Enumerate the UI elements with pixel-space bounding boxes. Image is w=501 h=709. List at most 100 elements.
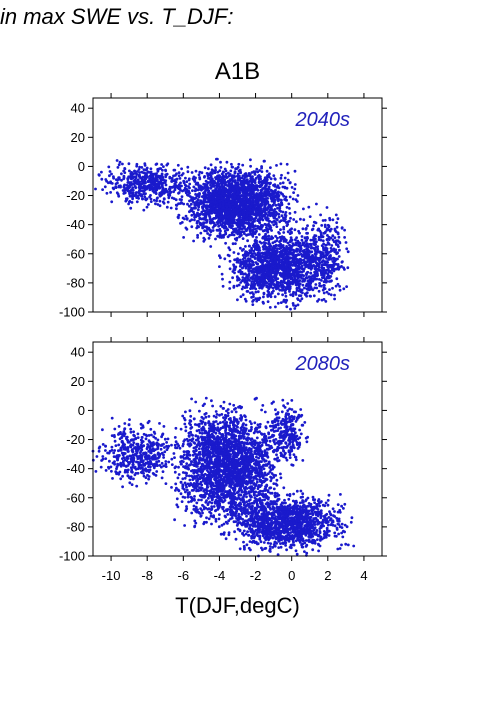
data-point <box>129 477 133 480</box>
data-point <box>142 432 146 436</box>
data-point <box>321 235 325 239</box>
data-point <box>139 176 143 180</box>
data-point <box>267 282 271 286</box>
data-point <box>305 242 309 246</box>
data-point <box>288 195 292 199</box>
data-point <box>293 255 297 259</box>
data-point <box>279 176 283 180</box>
data-point <box>284 195 288 199</box>
data-point <box>193 495 196 498</box>
data-point <box>307 275 311 278</box>
data-point <box>196 208 200 212</box>
data-point <box>226 228 230 232</box>
data-point <box>322 286 326 290</box>
data-point <box>260 188 263 192</box>
data-point <box>274 264 277 268</box>
data-point <box>232 284 236 288</box>
data-point <box>302 207 305 211</box>
data-point <box>254 209 258 213</box>
data-point <box>149 460 153 464</box>
data-point <box>278 206 282 210</box>
data-point <box>207 226 211 230</box>
data-point <box>175 207 178 211</box>
data-point <box>163 437 167 441</box>
data-point <box>151 175 155 179</box>
data-point <box>273 177 277 181</box>
data-point <box>140 166 144 169</box>
data-point <box>312 294 316 298</box>
data-point <box>179 181 182 185</box>
data-point <box>134 193 138 197</box>
data-point <box>214 200 217 204</box>
data-point <box>266 214 270 217</box>
data-point <box>202 194 205 198</box>
data-point <box>214 166 217 170</box>
data-point <box>200 188 203 192</box>
data-point <box>264 183 268 186</box>
data-point <box>188 191 191 195</box>
data-point <box>268 243 272 246</box>
data-point <box>251 300 255 303</box>
data-point <box>217 213 220 217</box>
data-point <box>269 181 272 185</box>
data-point <box>307 280 311 284</box>
data-point <box>265 169 269 173</box>
data-point <box>113 449 117 452</box>
data-point <box>304 260 307 264</box>
data-point <box>206 181 210 184</box>
data-point <box>250 263 253 266</box>
data-point <box>224 175 228 179</box>
data-point <box>209 245 213 248</box>
data-point <box>262 301 265 305</box>
data-point <box>207 194 211 198</box>
data-point <box>274 273 278 277</box>
data-point <box>246 207 250 211</box>
data-point <box>236 298 239 302</box>
data-point <box>272 223 276 227</box>
data-point <box>188 195 192 198</box>
data-point <box>200 171 204 175</box>
data-point <box>336 264 340 268</box>
data-point <box>100 177 104 181</box>
data-point <box>160 184 164 187</box>
data-point <box>306 255 310 259</box>
data-point <box>248 225 251 228</box>
data-point <box>288 212 292 215</box>
data-point <box>203 166 207 170</box>
data-point <box>138 165 142 169</box>
data-point <box>217 224 221 228</box>
data-point <box>196 203 199 206</box>
data-point <box>169 190 173 194</box>
data-point <box>278 273 282 277</box>
data-point <box>231 165 235 169</box>
data-point <box>131 463 135 467</box>
data-point <box>192 206 196 210</box>
data-point <box>185 187 189 191</box>
data-point <box>325 206 329 209</box>
data-point <box>256 256 260 259</box>
data-point <box>220 172 224 176</box>
data-point <box>203 221 206 225</box>
data-point <box>276 206 279 210</box>
data-point <box>142 208 146 212</box>
data-point <box>246 239 250 243</box>
data-point <box>264 248 268 251</box>
y-tick-label: -60 <box>66 246 85 261</box>
data-point <box>197 195 201 199</box>
data-point <box>136 432 140 436</box>
data-point <box>150 449 154 452</box>
data-point <box>123 171 127 175</box>
data-point <box>312 242 316 246</box>
data-point <box>237 283 241 287</box>
data-point <box>297 274 301 277</box>
data-point <box>266 300 270 303</box>
data-point <box>330 249 334 253</box>
data-point <box>130 449 134 452</box>
data-point <box>291 263 295 267</box>
data-point <box>236 204 240 208</box>
data-point <box>121 444 125 448</box>
data-point <box>294 293 298 296</box>
data-point <box>161 470 165 473</box>
data-point <box>293 249 297 253</box>
data-point <box>256 219 259 223</box>
